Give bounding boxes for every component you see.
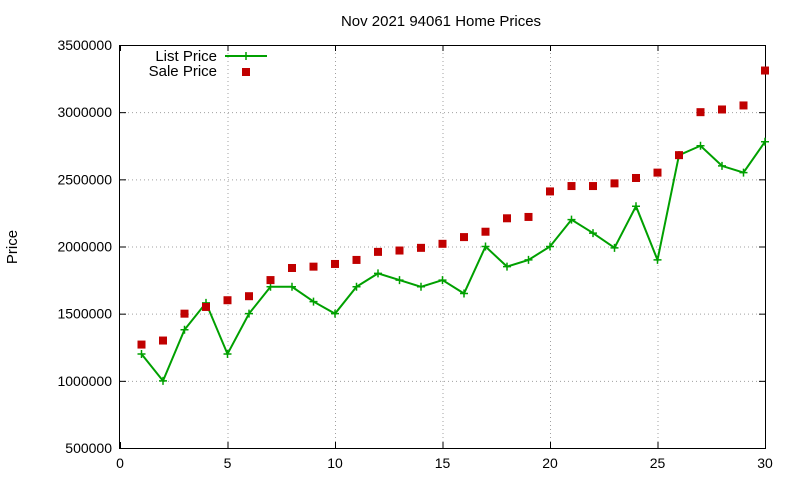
legend-label-list-price: List Price — [155, 48, 217, 65]
data-point — [632, 173, 640, 182]
data-point — [159, 336, 167, 345]
data-point — [395, 276, 404, 285]
y-tick-label: 3000000 — [57, 104, 112, 120]
data-point — [503, 262, 511, 271]
data-point — [718, 105, 726, 114]
data-point — [653, 255, 662, 264]
x-tick-label: 20 — [542, 455, 558, 471]
data-point — [460, 233, 468, 242]
y-tick-label: 2000000 — [57, 239, 112, 255]
data-point — [137, 349, 146, 358]
axis-ticks: 500000 1000000 1500000 2000000 2500000 300000… — [57, 37, 773, 471]
data-point — [180, 325, 189, 334]
x-tick-label: 5 — [224, 455, 232, 471]
data-point — [159, 376, 167, 385]
data-point — [395, 246, 404, 255]
data-point — [137, 340, 146, 349]
data-point — [417, 243, 425, 252]
legend-label-sale-price: Sale Price — [149, 63, 217, 80]
data-point — [331, 309, 339, 318]
data-point — [718, 161, 726, 170]
data-point — [503, 214, 511, 223]
y-tick-label: 500000 — [65, 440, 112, 456]
data-point — [524, 212, 533, 221]
data-point — [675, 151, 683, 160]
data-point — [331, 259, 339, 268]
chart-title: Nov 2021 94061 Home Prices — [341, 13, 541, 30]
series-list-price — [137, 137, 769, 385]
data-point — [589, 229, 597, 238]
data-point — [610, 179, 619, 188]
data-point — [180, 309, 189, 318]
data-point — [223, 296, 232, 305]
data-point — [761, 137, 769, 146]
data-point — [352, 282, 361, 291]
y-tick-label: 1500000 — [57, 306, 112, 322]
y-tick-label: 2500000 — [57, 171, 112, 187]
data-point — [266, 282, 275, 291]
data-point — [524, 255, 533, 264]
data-point — [438, 276, 447, 285]
data-point — [417, 282, 425, 291]
data-point — [374, 247, 382, 256]
data-point — [739, 101, 748, 110]
data-point — [696, 141, 705, 150]
data-point — [696, 108, 705, 117]
data-point — [202, 302, 210, 311]
data-point — [374, 269, 382, 278]
data-point — [438, 239, 447, 248]
data-point — [352, 255, 361, 264]
data-point — [589, 182, 597, 191]
data-point — [632, 202, 640, 211]
data-point — [309, 297, 318, 306]
series — [137, 66, 769, 385]
data-point — [309, 262, 318, 271]
series-sale-price — [137, 66, 769, 349]
data-point — [288, 263, 296, 272]
legend-sample-marker — [242, 52, 250, 60]
data-point — [739, 168, 748, 177]
data-point — [481, 227, 490, 236]
y-tick-label: 3500000 — [57, 37, 112, 53]
legend-sample-marker — [242, 68, 250, 76]
data-point — [761, 66, 769, 75]
data-point — [460, 289, 468, 298]
data-point — [567, 215, 576, 224]
data-point — [567, 182, 576, 191]
data-point — [245, 309, 253, 318]
y-tick-label: 1000000 — [57, 373, 112, 389]
y-axis-label: Price — [4, 230, 21, 264]
data-point — [546, 242, 554, 251]
data-point — [245, 292, 253, 301]
data-point — [546, 187, 554, 196]
data-point — [481, 242, 490, 251]
data-point — [653, 168, 662, 177]
data-point — [288, 282, 296, 291]
x-tick-label: 25 — [650, 455, 666, 471]
legend: List Price Sale Price — [149, 48, 267, 80]
x-tick-label: 0 — [116, 455, 124, 471]
data-point — [610, 243, 619, 252]
data-point — [223, 349, 232, 358]
x-tick-label: 10 — [327, 455, 343, 471]
series-line — [140, 141, 766, 383]
x-tick-label: 15 — [435, 455, 451, 471]
data-point — [266, 276, 275, 285]
x-tick-label: 30 — [757, 455, 773, 471]
